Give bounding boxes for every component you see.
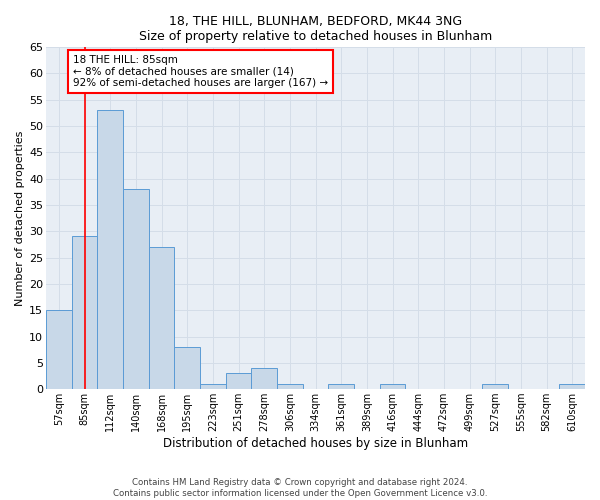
- Bar: [226, 374, 251, 389]
- Bar: [277, 384, 303, 389]
- Y-axis label: Number of detached properties: Number of detached properties: [15, 130, 25, 306]
- Bar: [97, 110, 123, 389]
- Bar: [123, 189, 149, 389]
- Bar: [149, 247, 175, 389]
- Bar: [559, 384, 585, 389]
- Bar: [46, 310, 72, 389]
- Bar: [200, 384, 226, 389]
- Bar: [72, 236, 97, 389]
- Text: 18 THE HILL: 85sqm
← 8% of detached houses are smaller (14)
92% of semi-detached: 18 THE HILL: 85sqm ← 8% of detached hous…: [73, 55, 328, 88]
- Title: 18, THE HILL, BLUNHAM, BEDFORD, MK44 3NG
Size of property relative to detached h: 18, THE HILL, BLUNHAM, BEDFORD, MK44 3NG…: [139, 15, 492, 43]
- Bar: [251, 368, 277, 389]
- Bar: [482, 384, 508, 389]
- X-axis label: Distribution of detached houses by size in Blunham: Distribution of detached houses by size …: [163, 437, 468, 450]
- Bar: [175, 347, 200, 389]
- Bar: [380, 384, 406, 389]
- Text: Contains HM Land Registry data © Crown copyright and database right 2024.
Contai: Contains HM Land Registry data © Crown c…: [113, 478, 487, 498]
- Bar: [328, 384, 354, 389]
